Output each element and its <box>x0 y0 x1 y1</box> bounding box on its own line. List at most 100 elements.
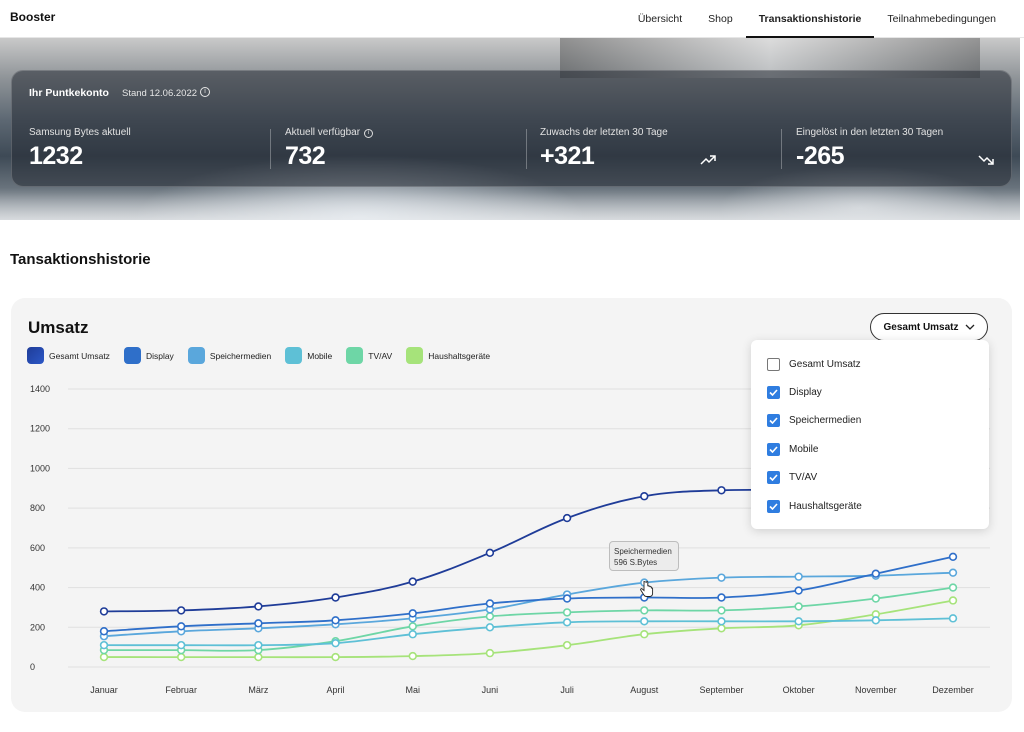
y-tick-label: 1200 <box>30 424 50 434</box>
legend-label: Mobile <box>307 350 333 361</box>
legend-item[interactable]: TV/AV <box>346 347 392 364</box>
x-tick-label: Mai <box>405 685 420 695</box>
nav-item-shop[interactable]: Shop <box>708 13 733 25</box>
data-point <box>485 648 495 658</box>
chart-legend: Gesamt Umsatz Display Speichermedien Mob… <box>27 347 504 364</box>
checkbox-unchecked-icon[interactable] <box>767 357 780 371</box>
data-point <box>254 640 263 650</box>
legend-item[interactable]: Speichermedien <box>187 347 271 364</box>
points-account-title: Ihr Puntkekonto <box>29 87 109 99</box>
menu-option-tv-av[interactable]: TV/AV <box>767 469 817 485</box>
legend-label: Haushaltsgeräte <box>428 350 491 361</box>
legend-swatch <box>406 347 424 364</box>
x-tick-label: Juli <box>560 685 574 695</box>
data-point <box>176 622 186 631</box>
legend-item[interactable]: Haushaltsgeräte <box>406 347 490 364</box>
data-point <box>331 652 340 662</box>
series-filter-menu: Gesamt Umsatz Display Speichermedien Mob… <box>751 340 989 529</box>
y-tick-label: 400 <box>30 583 45 593</box>
page-title: Tansaktionshistorie <box>10 251 151 268</box>
points-account-card: Ihr Puntkekonto Stand 12.06.2022 i Samsu… <box>11 70 1012 187</box>
stat-label: Eingelöst in den letzten 30 Tagen <box>796 127 944 138</box>
data-point <box>717 624 726 633</box>
data-point <box>717 573 726 582</box>
x-tick-label: Januar <box>90 685 118 695</box>
menu-option-display[interactable]: Display <box>767 384 822 400</box>
trending-down-icon <box>978 155 994 165</box>
data-point <box>948 596 958 605</box>
nav-item-transaktionshistorie[interactable]: Transaktionshistorie <box>745 0 875 38</box>
info-icon[interactable]: i <box>364 129 374 138</box>
hero-banner: Ihr Puntkekonto Stand 12.06.2022 i Samsu… <box>0 38 1020 220</box>
x-tick-label: Oktober <box>783 685 815 695</box>
data-point <box>254 602 263 611</box>
checkbox-checked-icon[interactable] <box>767 385 780 399</box>
data-point <box>176 652 186 662</box>
nav-item-uebersicht[interactable]: Übersicht <box>637 13 683 25</box>
top-navigation: Booster Übersicht Shop Transaktionshisto… <box>0 0 1024 38</box>
y-tick-label: 0 <box>30 662 35 672</box>
data-point <box>408 622 417 631</box>
data-point <box>717 606 726 615</box>
brand-logo[interactable]: Booster <box>10 10 56 24</box>
stat-label: Aktuell verfügbar i <box>285 127 374 138</box>
y-tick-label: 1400 <box>30 384 50 394</box>
data-point <box>948 568 958 577</box>
data-point <box>99 652 109 662</box>
data-point <box>562 513 572 523</box>
menu-option-label: Display <box>789 386 822 398</box>
data-point <box>871 594 881 603</box>
chart-tooltip: Speichermedien 596 S.Bytes <box>609 541 679 571</box>
data-point <box>485 599 495 608</box>
checkbox-checked-icon[interactable] <box>767 413 780 427</box>
menu-option-label: Mobile <box>789 443 819 455</box>
data-point <box>408 630 417 639</box>
tooltip-value: 596 S.Bytes <box>614 558 658 567</box>
stat-divider <box>526 129 527 169</box>
legend-item[interactable]: Gesamt Umsatz <box>27 347 110 364</box>
legend-swatch <box>346 347 364 364</box>
chevron-down-icon <box>965 324 974 330</box>
main-nav: Übersicht Shop Transaktionshistorie Teil… <box>625 0 1009 38</box>
stat-bytes-current: Samsung Bytes aktuell 1232 <box>29 127 131 173</box>
menu-option-mobile[interactable]: Mobile <box>767 441 818 457</box>
data-point <box>408 609 417 618</box>
data-point <box>717 486 726 495</box>
info-icon[interactable]: i <box>200 87 210 97</box>
series-line <box>103 555 954 633</box>
checkbox-checked-icon[interactable] <box>767 499 780 513</box>
stat-divider <box>781 129 782 169</box>
series-line <box>103 571 954 638</box>
menu-option-gesamt-umsatz[interactable]: Gesamt Umsatz <box>767 356 861 372</box>
menu-option-label: Speichermedien <box>789 414 862 426</box>
menu-option-speichermedien[interactable]: Speichermedien <box>767 412 861 428</box>
data-point <box>562 640 572 650</box>
legend-label: Display <box>145 350 174 361</box>
stat-redeemed-30-days: Eingelöst in den letzten 30 Tagen -265 <box>796 127 943 173</box>
data-point <box>331 593 340 602</box>
hero-water-image <box>0 188 1020 220</box>
data-point <box>176 640 186 650</box>
y-tick-label: 1000 <box>30 463 50 473</box>
menu-option-haushaltsgeraete[interactable]: Haushaltsgeräte <box>767 498 862 514</box>
data-point <box>794 617 803 626</box>
data-point <box>948 583 958 592</box>
series-line <box>103 488 799 613</box>
legend-label: TV/AV <box>368 350 393 361</box>
checkbox-checked-icon[interactable] <box>767 470 780 484</box>
legend-swatch <box>123 347 141 364</box>
x-tick-label: März <box>248 685 268 695</box>
data-point <box>176 606 186 615</box>
data-point <box>640 492 649 501</box>
data-point <box>794 586 803 595</box>
legend-item[interactable]: Display <box>123 347 174 364</box>
checkbox-checked-icon[interactable] <box>767 442 780 456</box>
series-line <box>103 599 954 659</box>
nav-item-teilnahmebedingungen[interactable]: Teilnahmebedingungen <box>887 13 996 25</box>
x-tick-label: August <box>630 685 659 695</box>
x-tick-label: November <box>855 685 897 695</box>
data-point <box>717 593 726 602</box>
stat-divider <box>270 129 271 169</box>
legend-item[interactable]: Mobile <box>285 347 332 364</box>
series-line <box>103 617 954 647</box>
